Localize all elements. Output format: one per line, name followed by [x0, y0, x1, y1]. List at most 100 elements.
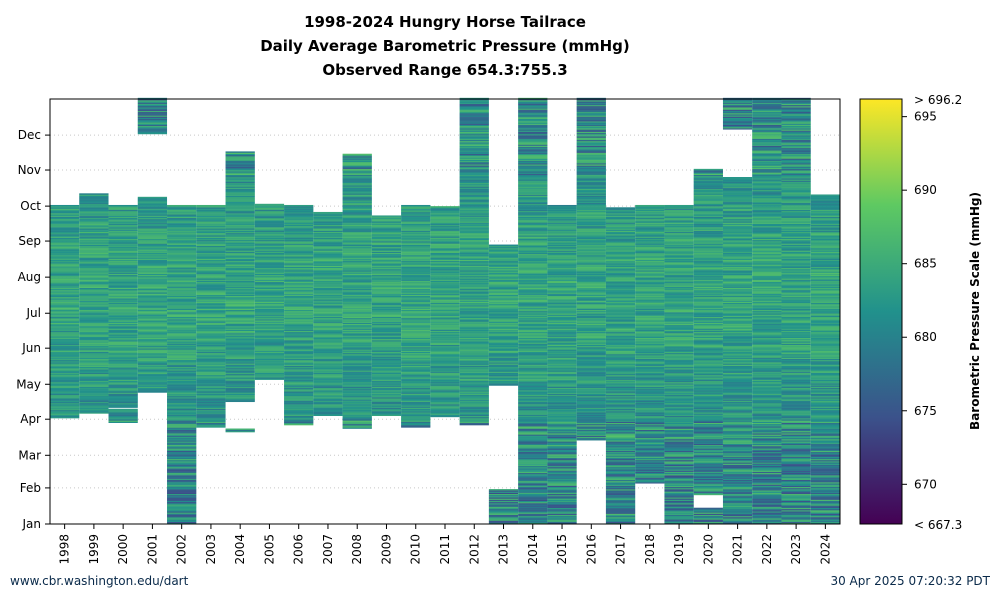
heatmap-cell	[518, 229, 548, 231]
heatmap-cell	[371, 413, 402, 415]
heatmap-cell	[576, 281, 606, 284]
heatmap-cell	[576, 163, 606, 165]
heatmap-cell	[167, 510, 197, 512]
heatmap-cell	[50, 390, 80, 392]
heatmap-cell	[371, 320, 402, 322]
heatmap-cell	[284, 345, 314, 348]
heatmap-cell	[284, 374, 314, 377]
heatmap-cell	[313, 252, 343, 255]
heatmap-cell	[430, 391, 460, 393]
heatmap-cell	[459, 180, 489, 182]
heatmap-cell	[547, 510, 577, 512]
heatmap-cell	[108, 322, 138, 325]
heatmap-cell	[284, 376, 314, 378]
heatmap-cell	[284, 214, 314, 216]
heatmap-cell	[401, 267, 431, 270]
heatmap-cell	[518, 138, 548, 141]
heatmap-cell	[576, 345, 606, 348]
heatmap-cell	[664, 473, 694, 476]
heatmap-cell	[167, 447, 197, 449]
heatmap-cell	[167, 309, 197, 312]
heatmap-cell	[547, 246, 577, 249]
heatmap-cell	[137, 218, 168, 221]
heatmap-cell	[664, 449, 694, 451]
heatmap-cell	[576, 101, 606, 103]
heatmap-cell	[196, 320, 226, 322]
heatmap-cell	[488, 252, 519, 255]
heatmap-cell	[605, 427, 636, 429]
heatmap-cell	[313, 398, 343, 400]
heatmap-cell	[547, 215, 577, 217]
heatmap-cell	[137, 249, 168, 251]
heatmap-cell	[167, 484, 197, 486]
heatmap-cell	[576, 111, 606, 114]
heatmap-cell	[664, 507, 694, 510]
heatmap-cell	[547, 508, 577, 511]
heatmap-cell	[576, 271, 606, 273]
heatmap-cell	[196, 309, 226, 312]
heatmap-cell	[108, 213, 138, 215]
heatmap-cell	[167, 494, 197, 497]
heatmap-cell	[488, 329, 519, 332]
heatmap-cell	[196, 224, 226, 227]
heatmap-cell	[225, 180, 255, 182]
heatmap-cell	[79, 362, 109, 364]
heatmap-cell	[284, 303, 314, 306]
heatmap-cell	[430, 374, 460, 377]
heatmap-cell	[576, 279, 606, 281]
heatmap-cell	[401, 365, 431, 368]
heatmap-cell	[401, 234, 431, 236]
heatmap-cell	[635, 468, 665, 470]
heatmap-cell	[693, 433, 723, 435]
heatmap-cell	[167, 316, 197, 319]
heatmap-cell	[401, 323, 431, 326]
heatmap-cell	[137, 319, 168, 321]
heatmap-cell	[518, 437, 548, 440]
heatmap-cell	[635, 324, 665, 327]
heatmap-cell	[518, 117, 548, 120]
heatmap-cell	[518, 251, 548, 253]
heatmap-cell	[313, 320, 343, 322]
heatmap-cell	[313, 302, 343, 305]
heatmap-cell	[108, 406, 138, 408]
heatmap-cell	[167, 409, 197, 412]
heatmap-cell	[79, 376, 109, 378]
heatmap-cell	[518, 253, 548, 256]
heatmap-cell	[342, 324, 372, 327]
heatmap-cell	[605, 442, 636, 444]
heatmap-cell	[547, 286, 577, 288]
heatmap-cell	[459, 203, 489, 206]
heatmap-cell	[605, 326, 636, 328]
heatmap-cell	[313, 315, 343, 318]
heatmap-cell	[430, 303, 460, 306]
heatmap-cell	[576, 199, 606, 201]
heatmap-cell	[342, 237, 372, 240]
heatmap-cell	[547, 521, 577, 524]
heatmap-cell	[459, 114, 489, 116]
heatmap-cell	[693, 402, 723, 405]
heatmap-cell	[488, 266, 519, 269]
heatmap-cell	[401, 223, 431, 226]
heatmap-cell	[605, 278, 636, 280]
heatmap-cell	[547, 245, 577, 248]
heatmap-cell	[693, 490, 723, 492]
heatmap-cell	[342, 163, 372, 165]
heatmap-cell	[167, 228, 197, 230]
heatmap-cell	[605, 441, 636, 443]
heatmap-cell	[430, 378, 460, 380]
heatmap-cell	[167, 333, 197, 335]
heatmap-cell	[225, 394, 255, 397]
heatmap-cell	[488, 506, 519, 508]
heatmap-cell	[137, 229, 168, 231]
heatmap-cell	[167, 462, 197, 464]
heatmap-cell	[664, 289, 694, 292]
heatmap-cell	[284, 252, 314, 255]
heatmap-cell	[371, 326, 402, 328]
heatmap-cell	[576, 114, 606, 116]
heatmap-cell	[167, 452, 197, 455]
heatmap-cell	[313, 245, 343, 248]
heatmap-cell	[108, 386, 138, 389]
heatmap-cell	[167, 253, 197, 256]
heatmap-cell	[313, 288, 343, 291]
heatmap-cell	[488, 267, 519, 270]
